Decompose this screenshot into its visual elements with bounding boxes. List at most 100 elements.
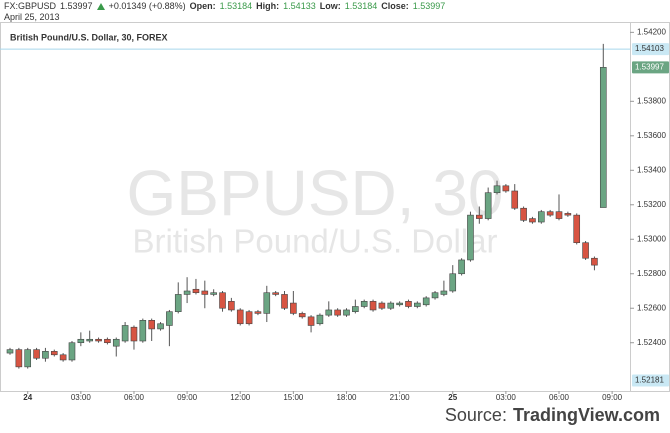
y-tick-label: 1.52400 <box>637 338 666 347</box>
low-badge-bg <box>632 374 669 387</box>
x-tick-label: 25 <box>448 393 457 402</box>
candle-body <box>245 311 253 325</box>
candle-body <box>396 302 403 306</box>
x-tick-label: 06:00 <box>124 393 145 402</box>
candle-body <box>86 338 93 342</box>
candle-body <box>555 211 563 219</box>
candle-body <box>564 213 572 216</box>
candle-body <box>219 292 226 309</box>
watermark-name: British Pound/U.S. Dollar <box>133 223 498 260</box>
candle-body <box>414 302 421 307</box>
x-tick-label: 06:00 <box>549 393 570 402</box>
candle-body <box>405 301 412 307</box>
candle-body <box>529 218 536 223</box>
y-tick-label: 1.53400 <box>637 165 666 174</box>
candle-body <box>148 320 155 330</box>
candle-body <box>476 214 483 219</box>
candle-body <box>166 311 173 326</box>
candle-body <box>68 342 76 361</box>
candle-body <box>24 349 32 368</box>
date-row: April 25, 2013 <box>4 12 445 23</box>
candle-body <box>130 326 138 342</box>
up-arrow <box>96 3 105 10</box>
candle-body <box>77 338 85 344</box>
x-tick-label: 18:00 <box>336 393 357 402</box>
x-tick-label: 09:00 <box>602 393 623 402</box>
candle-body <box>511 190 519 209</box>
y-tick-label: 1.52800 <box>637 269 666 278</box>
x-tick-label: 03:00 <box>71 393 92 402</box>
candle-body <box>42 351 49 359</box>
chart-label: British Pound/U.S. Dollar, 30, FOREX <box>10 32 168 42</box>
candle-body <box>254 311 262 314</box>
candle-body <box>316 314 324 325</box>
candle-body <box>449 273 457 292</box>
candle-body <box>502 185 510 192</box>
close-label: Close: <box>381 1 409 11</box>
candle-body <box>520 207 527 221</box>
candle-body <box>290 302 297 314</box>
candle-body <box>157 323 164 330</box>
quote-row: FX:GBPUSD 1.53997 +0.01349 (+0.88%) Open… <box>4 1 445 12</box>
candle-body <box>325 309 333 316</box>
symbol: FX:GBPUSD <box>4 1 57 11</box>
x-tick-label: 24 <box>23 393 32 402</box>
candle-body <box>139 320 147 342</box>
candle-body <box>387 302 395 309</box>
header: FX:GBPUSD 1.53997 +0.01349 (+0.88%) Open… <box>4 1 445 23</box>
open-value: 1.53184 <box>219 1 253 11</box>
source: Source: TradingView.com <box>445 405 660 426</box>
candle-body <box>6 349 14 354</box>
x-tick-label: 21:00 <box>390 393 411 402</box>
candle-body <box>272 292 279 295</box>
candle-body <box>104 338 111 344</box>
high-label: High: <box>256 1 280 11</box>
x-tick-label: 09:00 <box>177 393 198 402</box>
watermark-symbol: GBPUSD, 30 <box>126 157 503 229</box>
candle-body <box>431 292 439 299</box>
candle-body <box>458 259 465 275</box>
candle-body <box>228 301 235 311</box>
candle-body <box>369 301 377 311</box>
candle-body <box>15 349 23 368</box>
candle-body <box>422 297 430 306</box>
candle-body <box>33 349 40 359</box>
last-price: 1.53997 <box>60 1 93 11</box>
candle-body <box>236 309 244 325</box>
candle-body <box>599 67 607 208</box>
open-label: Open: <box>189 1 216 11</box>
candle-body <box>174 294 182 312</box>
candle-body <box>95 338 102 342</box>
candle-body <box>591 257 598 266</box>
plot-frame <box>0 22 670 392</box>
change: +0.01349 (+0.88%) <box>108 1 186 11</box>
candle-body <box>298 313 306 318</box>
candle-body <box>546 211 554 216</box>
y-tick-label: 1.53000 <box>637 234 666 243</box>
source-name: TradingView.com <box>512 405 660 425</box>
high-value: 1.54133 <box>283 1 316 11</box>
candle-body <box>378 302 386 309</box>
candle-body <box>334 309 341 316</box>
candle-body <box>343 309 350 316</box>
candle-body <box>307 316 315 326</box>
candle-body <box>582 242 589 259</box>
y-tick-label: 1.52600 <box>637 303 666 312</box>
x-tick-label: 15:00 <box>283 393 304 402</box>
candle-body <box>440 290 448 295</box>
candle-body <box>484 192 492 219</box>
candle-body <box>263 292 271 314</box>
candle-body <box>183 290 191 295</box>
x-tick-label: 03:00 <box>496 393 517 402</box>
candle-body <box>537 211 545 223</box>
candle-body <box>493 185 501 194</box>
candle-body <box>281 294 288 309</box>
y-tick-label: 1.53600 <box>637 131 666 140</box>
candle-body <box>50 351 58 356</box>
low-label: Low: <box>319 1 341 11</box>
x-tick-label: 12:00 <box>230 393 251 402</box>
close-value: 1.53997 <box>412 1 446 11</box>
last-price-badge: 1.53997 <box>635 62 664 71</box>
low-badge: 1.52181 <box>635 376 664 385</box>
